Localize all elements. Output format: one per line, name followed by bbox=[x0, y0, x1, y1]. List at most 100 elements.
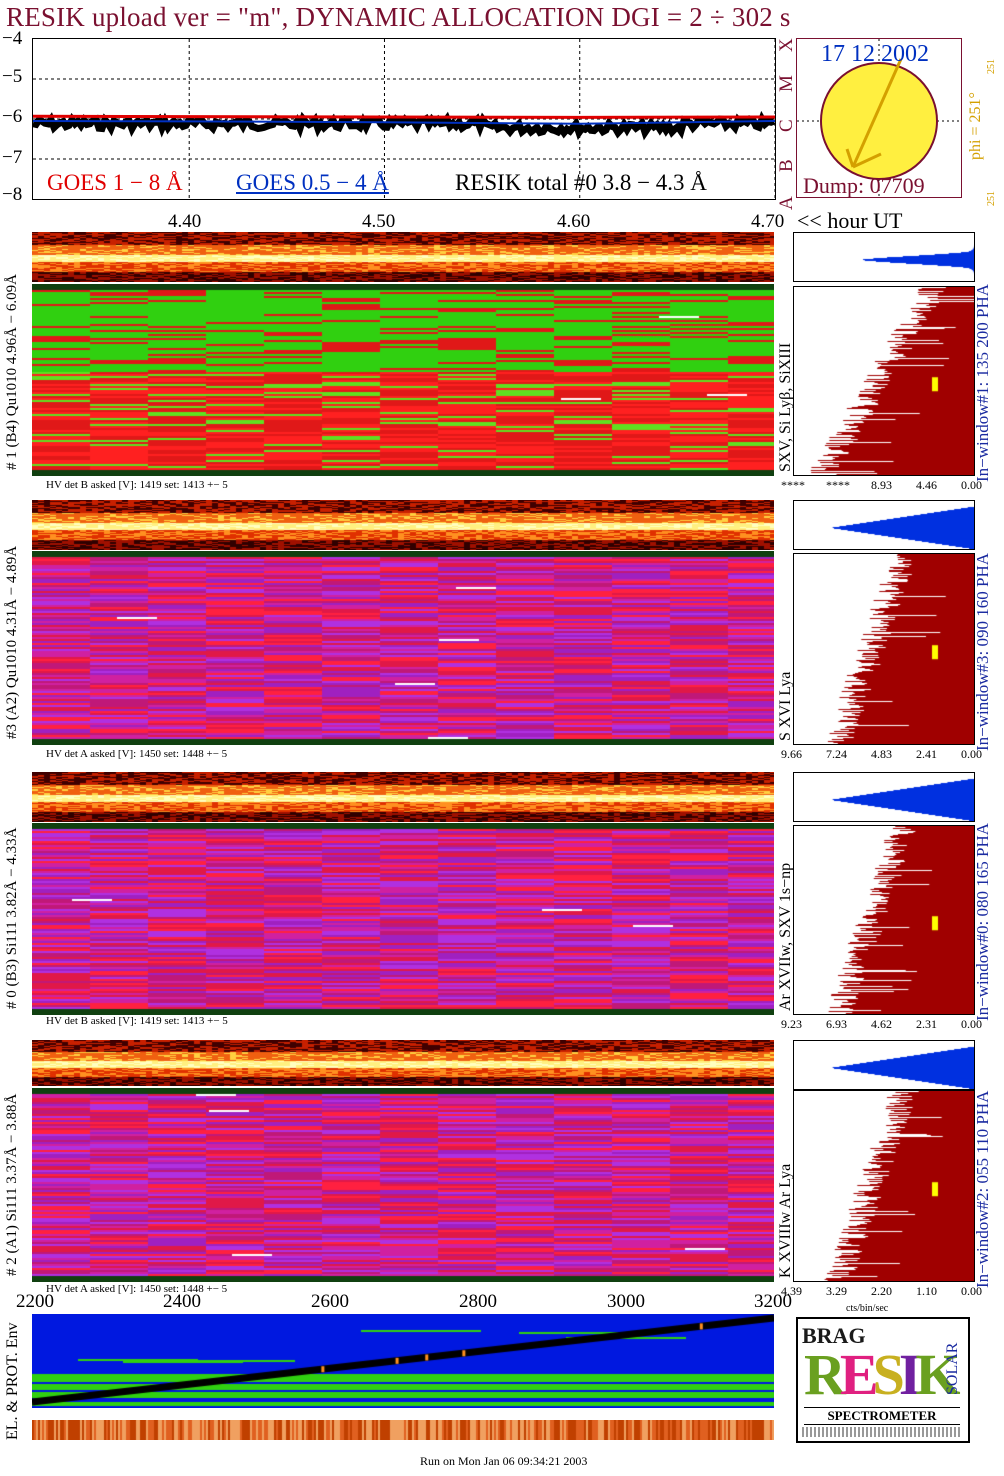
hour-tick: 4.50 bbox=[362, 211, 396, 232]
bin-tick: 2200 bbox=[16, 1291, 54, 1312]
legend-goes-long: GOES 1 − 8 Å bbox=[47, 170, 183, 195]
bin-tick: 3000 bbox=[607, 1291, 645, 1312]
y-tick-label: −7 bbox=[2, 147, 23, 168]
class-letter: C bbox=[776, 119, 797, 132]
spectrum-band bbox=[32, 232, 774, 282]
pha-tick: **** bbox=[826, 478, 850, 492]
pha-tick: 9.23 bbox=[781, 1017, 802, 1031]
pha-axis: 9.23 6.93 4.62 2.31 0.00 bbox=[781, 1017, 982, 1031]
env-strip bbox=[32, 1420, 774, 1440]
channel-label: #3 (A2) Qu1010 4.31Å − 4.89Å bbox=[4, 545, 20, 739]
pha-top-histogram bbox=[793, 232, 975, 282]
pha-tick: 0.00 bbox=[961, 1017, 982, 1031]
class-letter: B bbox=[776, 159, 797, 172]
pha-tick: 4.62 bbox=[871, 1017, 892, 1031]
spectrum-main bbox=[32, 284, 774, 476]
page-title: RESIK upload ver = "m", DYNAMIC ALLOCATI… bbox=[6, 2, 791, 32]
y-tick-label: −8 bbox=[2, 184, 23, 205]
pha-axis: 9.66 7.24 4.83 2.41 0.00 bbox=[781, 747, 982, 761]
pha-axis: **** **** 8.93 4.46 0.00 bbox=[781, 478, 982, 492]
bin-tick: 2800 bbox=[459, 1291, 497, 1312]
series-line-0 bbox=[32, 114, 776, 119]
pha-tick: 1.10 bbox=[916, 1284, 937, 1298]
env-strip-plot bbox=[32, 1420, 774, 1440]
pha-tick: 4.83 bbox=[871, 747, 892, 761]
dump-number: Dump: 07709 bbox=[803, 173, 925, 198]
hv-readout: HV det B asked [V]: 1419 set: 1413 +− 5 bbox=[46, 1015, 228, 1027]
class-letter: X bbox=[776, 38, 797, 52]
resik-logo: BRAG RESIK SOLAR SPECTROMETER bbox=[796, 1317, 970, 1443]
spectrum-band bbox=[32, 1040, 774, 1086]
spectrum-main bbox=[32, 1088, 774, 1282]
pha-histogram bbox=[793, 1090, 975, 1282]
hour-tick: 4.40 bbox=[168, 211, 202, 232]
pha-tick: 4.46 bbox=[916, 478, 937, 492]
hour-tick: 4.70 bbox=[751, 211, 785, 232]
pha-tick: 8.93 bbox=[871, 478, 892, 492]
spectrum-main bbox=[32, 551, 774, 745]
pha-tick: 7.24 bbox=[826, 747, 847, 761]
class-letter: A bbox=[776, 196, 797, 210]
footer-runinfo: Run on Mon Jan 06 09:34:21 2003 bbox=[420, 1454, 588, 1468]
pha-tick: 6.93 bbox=[826, 1017, 847, 1031]
pha-top-histogram bbox=[793, 500, 975, 550]
window-label: In−window#3: 090 160 PHA bbox=[973, 552, 992, 751]
phi-label: phi = 251° bbox=[967, 92, 984, 160]
pha-tick: 2.31 bbox=[916, 1017, 937, 1031]
pha-tick: 9.66 bbox=[781, 747, 802, 761]
hour-axis-label: << hour UT bbox=[797, 208, 903, 233]
pha-top-histogram bbox=[793, 772, 975, 822]
env-label: EL. & PROT. Env bbox=[4, 1322, 21, 1440]
logo-brag: BRAG bbox=[802, 1323, 866, 1348]
hour-tick: 4.60 bbox=[557, 211, 591, 232]
series-line-1 bbox=[32, 120, 776, 125]
pha-histogram bbox=[793, 553, 975, 745]
goes-panel bbox=[32, 38, 776, 200]
sun-disk bbox=[797, 39, 961, 197]
bin-tick: 2400 bbox=[163, 1291, 201, 1312]
phi-sup: 251 bbox=[986, 59, 997, 74]
orbit-track bbox=[851, 58, 903, 168]
pha-unit: cts/bin/sec bbox=[846, 1303, 889, 1314]
y-tick-label: −6 bbox=[2, 106, 23, 127]
logo-caption: SPECTROMETER bbox=[804, 1407, 960, 1425]
env-plot bbox=[32, 1314, 774, 1408]
sun-circle bbox=[820, 62, 938, 180]
pha-tick: 0.00 bbox=[961, 747, 982, 761]
channel-label: # 1 (B4) Qu1010 4.96Å − 6.09Å bbox=[4, 274, 20, 470]
spectrum-band bbox=[32, 772, 774, 822]
pha-tick: 2.41 bbox=[916, 747, 937, 761]
phi-bottom: 251 bbox=[986, 191, 997, 206]
spectrum-main bbox=[32, 823, 774, 1015]
sun-panel: 17 12 2002 Dump: 07709 bbox=[796, 38, 962, 198]
hv-readout: HV det A asked [V]: 1450 set: 1448 +− 5 bbox=[46, 748, 228, 760]
legend-resik-total: RESIK total #0 3.8 − 4.3 Å bbox=[455, 170, 707, 195]
window-label: In−window#0: 080 165 PHA bbox=[973, 822, 992, 1021]
window-label: In−window#2: 055 110 PHA bbox=[973, 1090, 992, 1288]
class-letter: M bbox=[776, 75, 797, 92]
pha-tick: **** bbox=[781, 478, 805, 492]
spectrum-band bbox=[32, 500, 774, 550]
env-panel bbox=[32, 1314, 774, 1408]
hv-readout: HV det B asked [V]: 1419 set: 1413 +− 5 bbox=[46, 479, 228, 491]
channel-label: # 2 (A1) Si111 3.37Å − 3.88Å bbox=[4, 1093, 20, 1276]
pha-top-histogram bbox=[793, 1040, 975, 1090]
pha-tick: 2.20 bbox=[871, 1284, 892, 1298]
pha-tick: 0.00 bbox=[961, 478, 982, 492]
window-label: In−window#1: 135 200 PHA bbox=[973, 283, 992, 482]
bin-axis: 2200 2400 2600 2800 3000 3200 bbox=[0, 1291, 792, 1315]
pha-histogram bbox=[793, 286, 975, 476]
pha-axis: 4.39 3.29 2.20 1.10 0.00 bbox=[781, 1284, 982, 1298]
pha-histogram bbox=[793, 825, 975, 1015]
sun-date: 17 12 2002 bbox=[821, 41, 929, 67]
logo-solar: SOLAR bbox=[944, 1342, 961, 1395]
bin-tick: 2600 bbox=[311, 1291, 349, 1312]
legend-goes-short: GOES 0.5 − 4 Å bbox=[236, 170, 389, 195]
pha-tick: 3.29 bbox=[826, 1284, 847, 1298]
bin-tick: 3200 bbox=[754, 1291, 792, 1312]
y-tick-label: −4 bbox=[2, 28, 23, 49]
goes-plot bbox=[32, 39, 776, 199]
pha-tick: 4.39 bbox=[781, 1284, 802, 1298]
y-tick-label: −5 bbox=[2, 66, 23, 87]
pha-tick: 0.00 bbox=[961, 1284, 982, 1298]
